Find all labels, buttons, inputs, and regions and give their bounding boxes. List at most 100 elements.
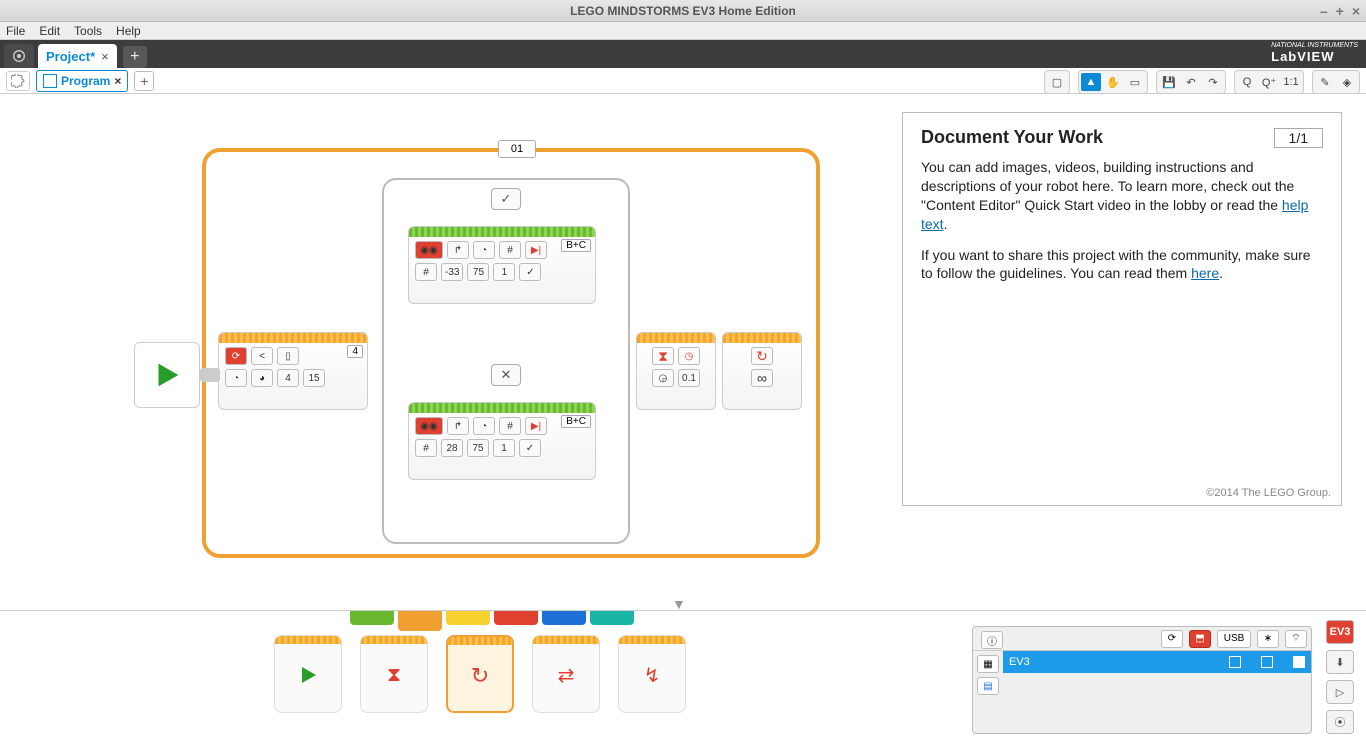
sensor-type-icon[interactable]: ▯ <box>277 347 299 365</box>
comment-tool-button[interactable]: ▭ <box>1125 73 1145 91</box>
zoom-in-button[interactable]: Q⁺ <box>1259 73 1279 91</box>
zoom-out-button[interactable]: Q <box>1237 73 1257 91</box>
steer-mode-icon[interactable]: # <box>415 263 437 281</box>
device-row[interactable]: EV3 <box>1003 651 1311 673</box>
palette-switch-block[interactable]: ⇄ <box>532 635 600 713</box>
program-tab-close-icon[interactable]: × <box>114 74 121 88</box>
content-editor-panel: Document Your Work 1/1 You can add image… <box>902 112 1342 506</box>
loop-end-block[interactable]: ↻ ∞ <box>722 332 802 410</box>
device-check-1[interactable] <box>1229 656 1241 668</box>
document-icon[interactable]: ▢ <box>1047 73 1067 91</box>
lobby-button[interactable] <box>4 44 34 68</box>
palette-loop-block[interactable]: ↻ <box>446 635 514 713</box>
palette-wait-block[interactable]: ⧗ <box>360 635 428 713</box>
maximize-icon[interactable]: + <box>1336 3 1344 19</box>
wait-time[interactable]: 0.1 <box>678 369 700 387</box>
sensor-icon-b[interactable]: ◕ <box>251 369 273 387</box>
move-a-steer[interactable]: -33 <box>441 263 463 281</box>
sensor-icon-a[interactable]: ◔ <box>225 369 247 387</box>
download-run-button[interactable]: ⬇ <box>1326 650 1354 674</box>
project-tab[interactable]: Project* × <box>38 44 117 68</box>
move-a-ports[interactable]: B+C <box>561 239 591 252</box>
device-check-2[interactable] <box>1261 656 1273 668</box>
loop-infinity[interactable]: ∞ <box>751 369 773 387</box>
add-program-button[interactable]: + <box>134 71 154 91</box>
move-b-ports[interactable]: B+C <box>561 415 591 428</box>
loop-start-block[interactable]: 4 ⟳ < ▯ ◔ ◕ 4 15 <box>218 332 368 410</box>
wait-mode-icon[interactable]: ◶ <box>652 369 674 387</box>
content-panel-toggle[interactable]: ◈ <box>1337 73 1357 91</box>
project-settings-button[interactable] <box>6 71 30 91</box>
switch-false-tab[interactable]: ✕ <box>491 364 521 386</box>
sensor-val1[interactable]: 4 <box>277 369 299 387</box>
labview-brand: NATIONAL INSTRUMENTS LabVIEW <box>1271 42 1358 64</box>
palette-tab-flow[interactable] <box>398 611 442 631</box>
run-controls: EV3 ⬇ ▷ ⦿ <box>1326 620 1354 734</box>
palette-tab-advanced[interactable] <box>542 611 586 625</box>
pointer-tool-button[interactable]: ▲ <box>1081 73 1101 91</box>
power-icon[interactable]: ◔ <box>473 241 495 259</box>
doc-pager[interactable]: 1/1 <box>1274 128 1323 148</box>
move-a-brake[interactable]: ✓ <box>519 263 541 281</box>
palette-tab-myblocks[interactable] <box>590 611 634 625</box>
steer-mode-icon-b[interactable]: # <box>415 439 437 457</box>
palette-start-block[interactable] <box>274 635 342 713</box>
zoom-fit-button[interactable]: 1:1 <box>1281 73 1301 91</box>
palette-tab-sensor[interactable] <box>446 611 490 625</box>
wifi-icon[interactable]: ⌔ <box>1285 630 1307 648</box>
run-selected-button[interactable]: ⦿ <box>1326 710 1354 734</box>
move-block-true[interactable]: B+C ◉◉ ↱ ◔ # ▶| # -33 75 1 ✓ <box>408 226 596 304</box>
menu-edit[interactable]: Edit <box>39 24 60 38</box>
run-button[interactable]: ▷ <box>1326 680 1354 704</box>
port-view-icon[interactable]: ▤ <box>977 677 999 695</box>
direction-icon[interactable]: ↱ <box>447 241 469 259</box>
start-block[interactable] <box>134 342 200 408</box>
save-button[interactable]: 💾 <box>1159 73 1179 91</box>
move-b-steer[interactable]: 28 <box>441 439 463 457</box>
guidelines-link[interactable]: here <box>1191 265 1219 281</box>
project-tab-close-icon[interactable]: × <box>101 49 109 64</box>
undo-button[interactable]: ↶ <box>1181 73 1201 91</box>
menu-file[interactable]: File <box>6 24 25 38</box>
device-check-3[interactable] <box>1293 656 1305 668</box>
brick-info-icon[interactable]: ⓘ <box>981 631 1003 649</box>
direction-icon-b[interactable]: ↱ <box>447 417 469 435</box>
content-editor-toggle[interactable]: ✎ <box>1315 73 1335 91</box>
move-a-power[interactable]: 75 <box>467 263 489 281</box>
menu-tools[interactable]: Tools <box>74 24 102 38</box>
move-block-false[interactable]: B+C ◉◉ ↱ ◔ # ▶| # 28 75 1 ✓ <box>408 402 596 480</box>
switch-true-tab[interactable]: ✓ <box>491 188 521 210</box>
palette-interrupt-block[interactable]: ↯ <box>618 635 686 713</box>
redo-button[interactable]: ↷ <box>1203 73 1223 91</box>
usb-label[interactable]: USB <box>1217 630 1251 648</box>
brake-icon[interactable]: ▶| <box>525 241 547 259</box>
programming-canvas[interactable]: 01 ✓ ✕ 4 ⟳ < ▯ ◔ ◕ 4 15 <box>0 94 1366 610</box>
palette-tab-data[interactable] <box>494 611 538 625</box>
rotations-icon[interactable]: # <box>499 241 521 259</box>
add-project-button[interactable]: + <box>123 46 147 68</box>
palette-tab-action[interactable] <box>350 611 394 625</box>
sensor-port-label[interactable]: 4 <box>347 345 363 358</box>
move-a-rot[interactable]: 1 <box>493 263 515 281</box>
move-b-brake[interactable]: ✓ <box>519 439 541 457</box>
menu-help[interactable]: Help <box>116 24 141 38</box>
loop-counter-label[interactable]: 01 <box>498 140 536 158</box>
bluetooth-icon[interactable]: ∗ <box>1257 630 1279 648</box>
brake-icon-b[interactable]: ▶| <box>525 417 547 435</box>
program-tab[interactable]: Program × <box>36 70 128 92</box>
rotations-icon-b[interactable]: # <box>499 417 521 435</box>
close-icon[interactable]: × <box>1352 3 1360 19</box>
pan-tool-button[interactable]: ✋ <box>1103 73 1123 91</box>
sensor-val2[interactable]: 15 <box>303 369 325 387</box>
timer-icon[interactable]: ◷ <box>678 347 700 365</box>
move-b-rot[interactable]: 1 <box>493 439 515 457</box>
refresh-button[interactable]: ⟳ <box>1161 630 1183 648</box>
download-button[interactable]: ⬒ <box>1189 630 1211 648</box>
compare-op[interactable]: < <box>251 347 273 365</box>
minimize-icon[interactable]: – <box>1320 3 1328 19</box>
brick-icon[interactable]: ▦ <box>977 655 999 673</box>
move-b-power[interactable]: 75 <box>467 439 489 457</box>
wait-block[interactable]: ⧗ ◷ ◶ 0.1 <box>636 332 716 410</box>
sensor-mode-icon[interactable]: ⟳ <box>225 347 247 365</box>
power-icon-b[interactable]: ◔ <box>473 417 495 435</box>
